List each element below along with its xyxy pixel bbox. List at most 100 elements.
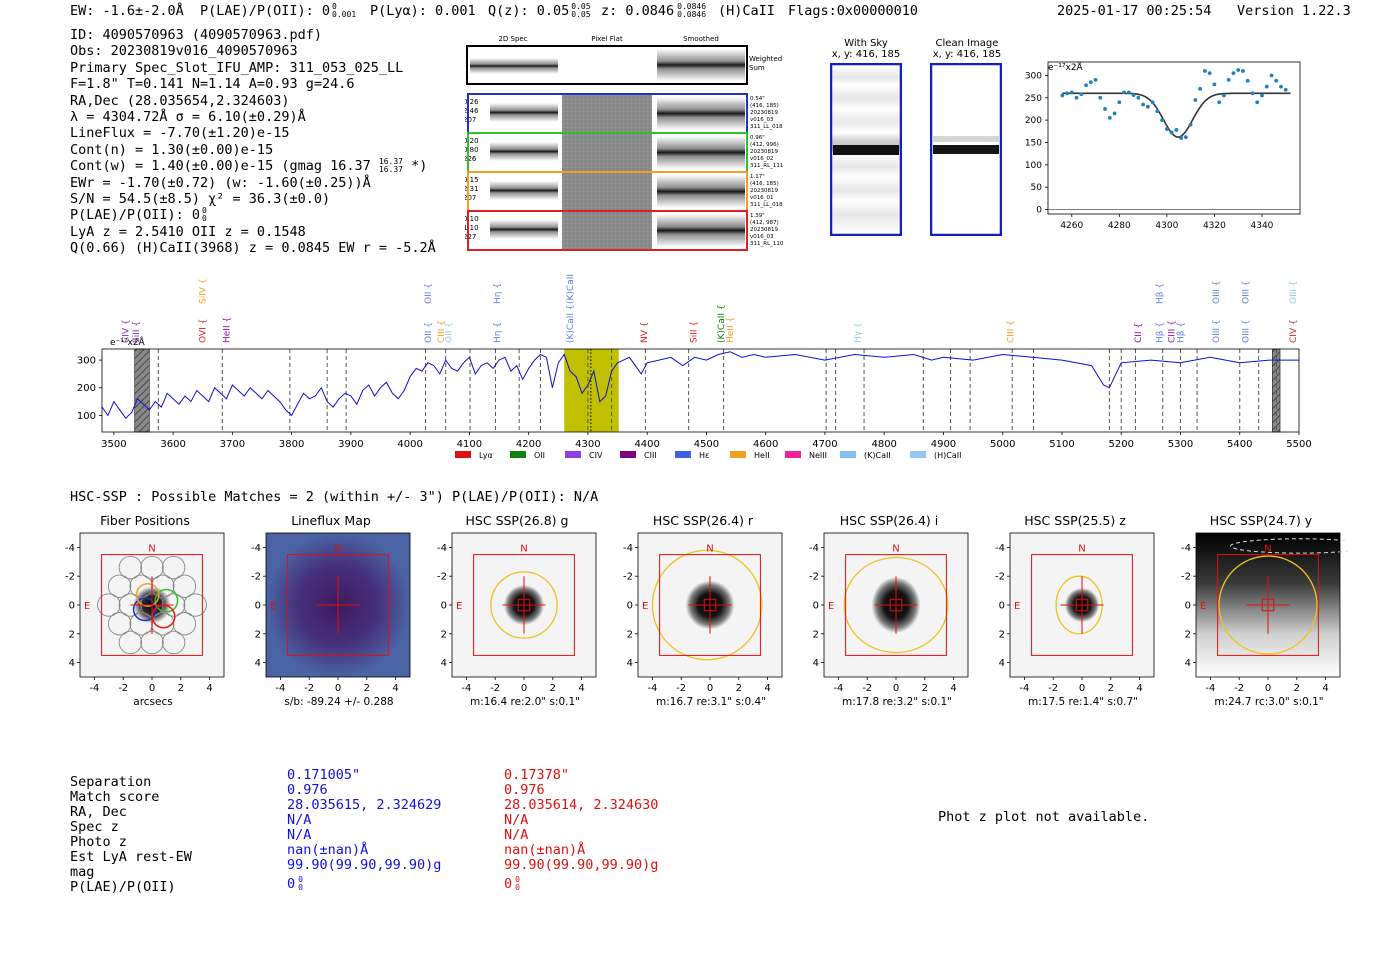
fit-data-point <box>1183 135 1188 140</box>
spectrum-shaded-region <box>564 349 619 432</box>
spec2d-row-right-label: 20230819 <box>750 227 778 233</box>
spec2d-row-left-label: 2.46 <box>465 107 479 115</box>
fit-data-point <box>1264 84 1269 89</box>
east-label: E <box>456 601 462 612</box>
spec2d-row-right-label: v016_03 <box>750 117 774 123</box>
cutout-ytick-label: 2 <box>441 629 447 640</box>
cutout-xtick-label: 0 <box>1079 683 1085 694</box>
spec2d-row-right-label: 20230819 <box>750 149 778 155</box>
match-red-text: N/A <box>504 812 529 828</box>
fit-data-point <box>1065 91 1069 96</box>
cutout-ytick-label: -2 <box>251 572 261 583</box>
header-z: z: 0.0846 0.0846 0.0846 <box>601 2 707 20</box>
spectrum-line-label: Hη { <box>493 283 503 304</box>
fit-data-point <box>1074 95 1079 100</box>
info-ewr: EWr = -1.70(±0.72) (w: -1.60(±0.25))Å <box>70 174 371 191</box>
cutout-ytick-label: 4 <box>627 658 633 669</box>
east-label: E <box>1200 601 1206 612</box>
target-box <box>1261 598 1275 612</box>
cutout-caption: m:16.4 re:2.0" s:0.1" <box>470 696 580 708</box>
aperture-ellipse <box>651 549 763 661</box>
match-red-text: 0.17378" <box>504 767 570 783</box>
full-spectrum-chart: 100 200 300 3500 3600 3700 3800 3900 4000 4100 420… <box>77 270 1312 460</box>
cutout-xtick-label: 0 <box>149 683 155 694</box>
spec2d-row-right-label: 311_RL_111 <box>750 163 783 169</box>
fit-data-point <box>1098 95 1103 100</box>
legend-swatch <box>510 451 526 458</box>
fiber-circle <box>118 630 143 655</box>
fiber-circle <box>107 612 132 636</box>
spectrum-line-label: OII { <box>424 283 434 304</box>
spec2d-row-right-label: 0.96" <box>750 135 765 141</box>
legend-label: HeII <box>754 451 770 460</box>
match-red-value: nan(±nan)Å <box>504 843 658 858</box>
legend-label: NeIII <box>809 451 827 460</box>
spectrum-xtick-label: 3500 <box>101 439 126 450</box>
cutout-xtick-label: 2 <box>1108 683 1114 694</box>
info-fwhm: F=1.8" T=0.141 N=1.14 A=0.93 g=24.6 <box>70 76 355 93</box>
header-z-sup: 0.0846 <box>677 2 707 11</box>
clean-xy: x, y: 416, 185 <box>932 49 1002 60</box>
cutout-ytick-label: 4 <box>813 658 819 669</box>
match-blue-value: N/A <box>287 813 441 828</box>
legend-label: CIII <box>644 451 657 460</box>
match-plae-sub: 0 <box>515 883 520 892</box>
header-version: Version 1.22.3 <box>1237 3 1351 19</box>
fit-data-point <box>1188 122 1193 127</box>
match-label: Photo z <box>70 834 127 850</box>
fit-plot: e⁻¹⁷x2Å 0 50 100 150 200 250 300 4260 4280 4300 43… <box>1025 61 1301 231</box>
info-plae-text: P(LAE)/P(OII): 0 <box>70 207 201 224</box>
cutout-xtick-label: 0 <box>707 683 713 694</box>
match-plae-sup: 0 <box>298 875 303 884</box>
info-contw-sub: 16.37 <box>378 165 403 175</box>
fit-data-point <box>1207 71 1212 76</box>
cutout-xtick-label: 0 <box>335 683 341 694</box>
legend-label: CIV <box>589 451 603 460</box>
fit-xtick-label: 4300 <box>1155 221 1178 231</box>
spec2d-row-left-label: 1.10 <box>465 224 479 232</box>
fit-data-point <box>1069 90 1074 95</box>
cutout-xtick-label: 4 <box>1136 683 1142 694</box>
spec2d-row-left-label: 0.26 <box>465 98 479 106</box>
match-red-value: N/A <box>504 813 658 828</box>
cutout-title: HSC SSP(25.5) z <box>1024 513 1126 528</box>
fit-data-point <box>1279 84 1283 89</box>
cutout-caption: m:17.5 re:1.4" s:0.7" <box>1028 696 1138 708</box>
cutout-xtick-label: -2 <box>676 683 686 694</box>
clean-title-text: Clean Image <box>935 38 999 49</box>
spectrum-xtick-label: 5400 <box>1227 439 1252 450</box>
legend-label: Lyα <box>479 451 493 460</box>
spectrum-line-label: (K)CaII { <box>566 304 576 343</box>
spec2d-row-right-label: (412, 987) <box>750 220 779 226</box>
cutout-xtick-label: 4 <box>206 683 212 694</box>
fit-xtick-label: 4320 <box>1203 221 1226 231</box>
match-label: RA, Dec <box>70 804 127 820</box>
spectrum-masked-region <box>134 348 150 433</box>
fit-data-point <box>1131 93 1136 97</box>
north-label: N <box>892 543 899 554</box>
fiber-circle <box>161 555 186 580</box>
cutout-ytick-label: 0 <box>441 601 447 612</box>
match-blue-text: N/A <box>287 812 312 828</box>
spec2d-row-2d <box>490 181 558 200</box>
cutout-xtick-label: -2 <box>862 683 872 694</box>
header-flags: Flags:0x00000010 <box>788 3 919 19</box>
spec2d-row-frame <box>467 210 748 251</box>
cutout-ytick-label: 0 <box>627 601 633 612</box>
match-blue-value: nan(±nan)Å <box>287 843 441 858</box>
fit-plot-frame <box>1047 61 1301 215</box>
fiber-circle <box>161 630 186 655</box>
spectrum-xtick-label: 4400 <box>634 439 659 450</box>
cutout-ytick-label: 2 <box>627 629 633 640</box>
cutout-ytick-label: 2 <box>69 629 75 640</box>
spectrum-xtick-label: 5500 <box>1286 439 1311 450</box>
cutout-xtick-label: 4 <box>1322 683 1328 694</box>
fiber-circle <box>118 555 143 580</box>
spec2d-row-flat <box>562 95 652 132</box>
spectrum-line-label: HeII { <box>222 317 232 343</box>
spectrum-xtick-label: 5100 <box>1049 439 1074 450</box>
match-label: Separation <box>70 774 152 790</box>
spectrum-line-label: Hβ { <box>1156 283 1166 304</box>
